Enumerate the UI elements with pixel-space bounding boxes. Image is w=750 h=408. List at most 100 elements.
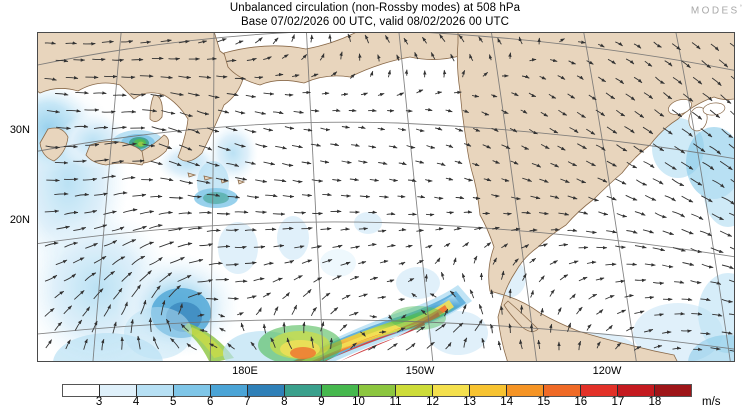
wind-arrow — [550, 195, 560, 199]
wind-arrow — [671, 43, 681, 51]
wind-arrow — [643, 92, 653, 100]
colorbar-tick-7: 7 — [244, 396, 251, 408]
wind-arrow — [292, 179, 303, 184]
wind-arrow — [672, 247, 686, 252]
wind-arrow — [253, 277, 265, 282]
wind-arrow — [420, 309, 427, 316]
wind-arrow — [187, 92, 200, 97]
wind-arrow — [103, 240, 118, 247]
wind-arrow — [93, 224, 108, 230]
wind-arrow — [275, 72, 284, 77]
wind-arrow — [140, 40, 152, 44]
wind-arrow — [721, 298, 733, 304]
wind-arrow — [472, 196, 481, 200]
wind-arrow — [178, 211, 193, 215]
wind-arrow — [518, 36, 523, 45]
wind-arrow — [217, 109, 230, 114]
wind-arrow — [44, 77, 57, 81]
wind-arrow — [74, 192, 90, 197]
wind-arrow — [54, 161, 69, 165]
colorbar-tick-9: 9 — [318, 396, 325, 408]
wind-arrow — [351, 143, 360, 147]
wind-arrow — [388, 144, 398, 149]
wind-arrow — [319, 53, 325, 61]
wind-arrow — [500, 270, 505, 280]
wind-arrow — [74, 319, 83, 331]
wind-arrow — [225, 126, 238, 132]
wind-arrow — [595, 277, 605, 281]
wind-arrow — [55, 58, 69, 63]
wind-arrow — [149, 223, 163, 230]
map-plot-area[interactable] — [37, 32, 735, 362]
wind-arrow — [150, 93, 165, 98]
wind-arrow — [464, 177, 473, 182]
wind-arrow — [311, 109, 320, 113]
wind-arrow — [605, 92, 616, 100]
wind-arrow — [528, 92, 537, 98]
wind-arrow — [434, 196, 444, 201]
wind-arrow — [198, 145, 213, 151]
wind-arrow — [691, 312, 703, 316]
wind-arrow — [398, 261, 406, 266]
wind-arrow — [378, 161, 388, 165]
wind-arrow — [426, 341, 435, 349]
wind-arrow — [471, 94, 480, 98]
wind-arrow — [455, 195, 465, 200]
wind-arrow — [216, 75, 228, 79]
wind-arrow — [634, 310, 645, 314]
wind-arrow — [226, 58, 237, 63]
wind-arrow — [274, 178, 287, 183]
wind-arrow — [93, 288, 104, 300]
wind-arrow — [500, 305, 504, 315]
wind-arrow — [320, 127, 331, 132]
wind-arrow — [642, 126, 654, 135]
wind-arrow — [387, 314, 393, 320]
wind-arrow — [478, 36, 483, 43]
wind-arrow — [652, 143, 665, 152]
wind-arrow — [396, 54, 400, 61]
wind-arrow — [360, 331, 366, 337]
wind-arrow — [569, 293, 576, 300]
wind-arrow — [540, 111, 549, 117]
colorbar-segment-15 — [618, 385, 655, 396]
wind-arrow — [539, 75, 547, 80]
wind-arrow — [94, 192, 108, 196]
wind-arrow — [653, 281, 665, 286]
wind-arrow — [586, 324, 592, 331]
wind-arrow — [177, 274, 192, 282]
colorbar[interactable] — [62, 384, 692, 397]
wind-arrow — [113, 191, 128, 196]
wind-arrow — [284, 126, 295, 130]
wind-arrow — [396, 327, 406, 333]
wind-arrow — [82, 306, 91, 317]
wind-arrow — [605, 295, 615, 300]
wind-arrow — [548, 93, 557, 99]
wind-arrow — [634, 278, 647, 283]
wind-arrow — [359, 194, 371, 199]
wind-arrow — [301, 259, 313, 264]
colorbar-segment-4 — [211, 385, 248, 396]
colorbar-segment-6 — [285, 385, 322, 396]
wind-arrow — [303, 128, 313, 132]
colorbar-tick-18: 18 — [648, 396, 662, 408]
wind-arrow — [699, 230, 712, 237]
wind-arrow — [644, 195, 657, 201]
wind-arrow — [44, 307, 55, 317]
wind-arrow — [483, 177, 492, 182]
wind-arrow — [720, 94, 732, 104]
wind-arrow — [270, 337, 276, 348]
wind-arrow — [416, 326, 426, 333]
colorbar-segment-8 — [359, 385, 396, 396]
wind-arrow — [131, 255, 146, 266]
wind-arrow — [302, 289, 312, 297]
wind-arrow — [664, 60, 673, 67]
colorbar-tick-4: 4 — [132, 396, 140, 408]
wind-arrow — [539, 178, 549, 183]
wind-arrow — [490, 289, 494, 298]
wind-arrow — [492, 160, 500, 164]
wind-arrow — [730, 178, 734, 183]
wind-arrow — [538, 243, 548, 247]
wind-arrow — [178, 39, 190, 44]
wind-arrow — [379, 259, 389, 264]
wind-arrow — [472, 127, 481, 132]
